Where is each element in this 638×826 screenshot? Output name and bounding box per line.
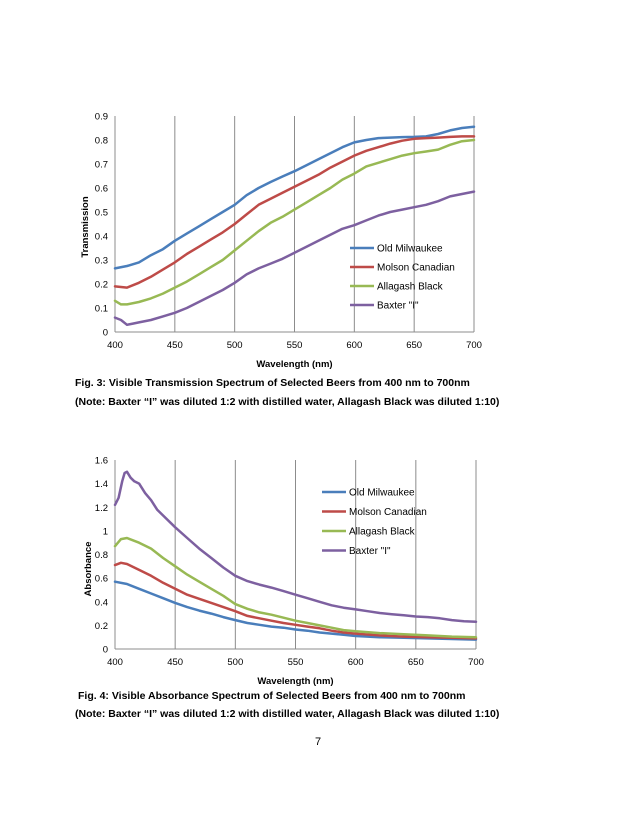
c1-y-tick-0.6: 0.6 — [95, 184, 108, 195]
c2-x-tick-650: 650 — [408, 657, 424, 668]
c2-y-axis-title: Absorbance — [83, 542, 94, 597]
c2-legend-label-3: Baxter "I" — [349, 546, 391, 557]
c2-x-tick-700: 700 — [468, 657, 484, 668]
fig3-caption: Fig. 3: Visible Transmission Spectrum of… — [75, 377, 470, 389]
c2-legend-label-0: Old Milwaukee — [349, 488, 415, 499]
fig3-note: (Note: Baxter “I” was diluted 1:2 with d… — [75, 396, 500, 408]
c2-y-tick-0.2: 0.2 — [95, 621, 108, 632]
absorbance-chart-svg: 400 450 500 550 600 650 700 0 0.2 0.4 0.6 0.8 1 1.2 1.… — [83, 456, 484, 688]
c2-x-axis-title: Wavelength (nm) — [257, 676, 333, 687]
c1-x-tick-500: 500 — [227, 340, 243, 351]
c2-legend-label-2: Allagash Black — [349, 527, 416, 538]
c1-x-tick-650: 650 — [406, 340, 422, 351]
c1-y-tick-0.7: 0.7 — [95, 160, 108, 171]
c2-series-line-0 — [113, 580, 478, 641]
c1-series-line-0 — [113, 125, 476, 270]
c1-legend-label-3: Baxter "I" — [377, 301, 419, 312]
c2-series-line-1 — [113, 561, 478, 640]
fig4-note: (Note: Baxter “I” was diluted 1:2 with d… — [75, 708, 500, 720]
c2-x-tick-600: 600 — [348, 657, 364, 668]
c2-y-tick-0.8: 0.8 — [95, 550, 108, 561]
c1-y-tick-0.2: 0.2 — [95, 280, 108, 291]
c2-x-tick-400: 400 — [107, 657, 123, 668]
c1-y-tick-0.5: 0.5 — [95, 208, 108, 219]
c2-y-tick-0.4: 0.4 — [95, 597, 108, 608]
c1-x-tick-450: 450 — [167, 340, 183, 351]
c2-legend-label-1: Molson Canadian — [349, 507, 427, 518]
c1-x-tick-400: 400 — [107, 340, 123, 351]
c1-y-tick-0.1: 0.1 — [95, 304, 108, 315]
c2-x-tick-500: 500 — [227, 657, 243, 668]
transmission-chart: 400 450 500 550 600 650 700 0 0.1 0.2 0.3 0.4 0.5 0.6… — [0, 95, 638, 385]
c1-y-tick-0.4: 0.4 — [95, 232, 108, 243]
c1-legend-label-0: Old Milwaukee — [377, 244, 443, 255]
c2-series-line-2 — [113, 536, 478, 639]
c2-y-tick-1: 1 — [103, 526, 108, 537]
c1-series-line-3 — [113, 190, 476, 327]
c1-x-axis-title: Wavelength (nm) — [256, 359, 332, 370]
c1-y-tick-0.3: 0.3 — [95, 256, 108, 267]
c1-y-tick-0: 0 — [103, 328, 108, 339]
c1-y-axis-title: Transmission — [80, 196, 91, 257]
c1-x-tick-550: 550 — [287, 340, 303, 351]
c2-x-tick-450: 450 — [167, 657, 183, 668]
page-number: 7 — [315, 736, 322, 748]
c1-legend-label-1: Molson Canadian — [377, 263, 455, 274]
c2-y-tick-0.6: 0.6 — [95, 574, 108, 585]
fig4-caption: Fig. 4: Visible Absorbance Spectrum of S… — [78, 690, 466, 702]
c1-x-tick-700: 700 — [466, 340, 482, 351]
c2-y-tick-1.4: 1.4 — [95, 479, 108, 490]
c1-y-tick-0.8: 0.8 — [95, 136, 108, 147]
c2-y-tick-1.6: 1.6 — [95, 456, 108, 467]
c1-series-line-1 — [113, 135, 476, 289]
c2-series-line-3 — [113, 470, 478, 624]
c1-y-tick-0.9: 0.9 — [95, 112, 108, 123]
absorbance-chart: 400 450 500 550 600 650 700 0 0.2 0.4 0.6 0.8 1 1.2 1.… — [0, 440, 638, 695]
transmission-chart-svg: 400 450 500 550 600 650 700 0 0.1 0.2 0.3 0.4 0.5 0.6… — [80, 112, 482, 371]
c2-y-tick-0: 0 — [103, 645, 108, 656]
c1-x-tick-600: 600 — [346, 340, 362, 351]
c2-x-tick-550: 550 — [288, 657, 304, 668]
c1-series-line-2 — [113, 138, 476, 306]
c1-legend-label-2: Allagash Black — [377, 282, 444, 293]
c2-y-tick-1.2: 1.2 — [95, 503, 108, 514]
